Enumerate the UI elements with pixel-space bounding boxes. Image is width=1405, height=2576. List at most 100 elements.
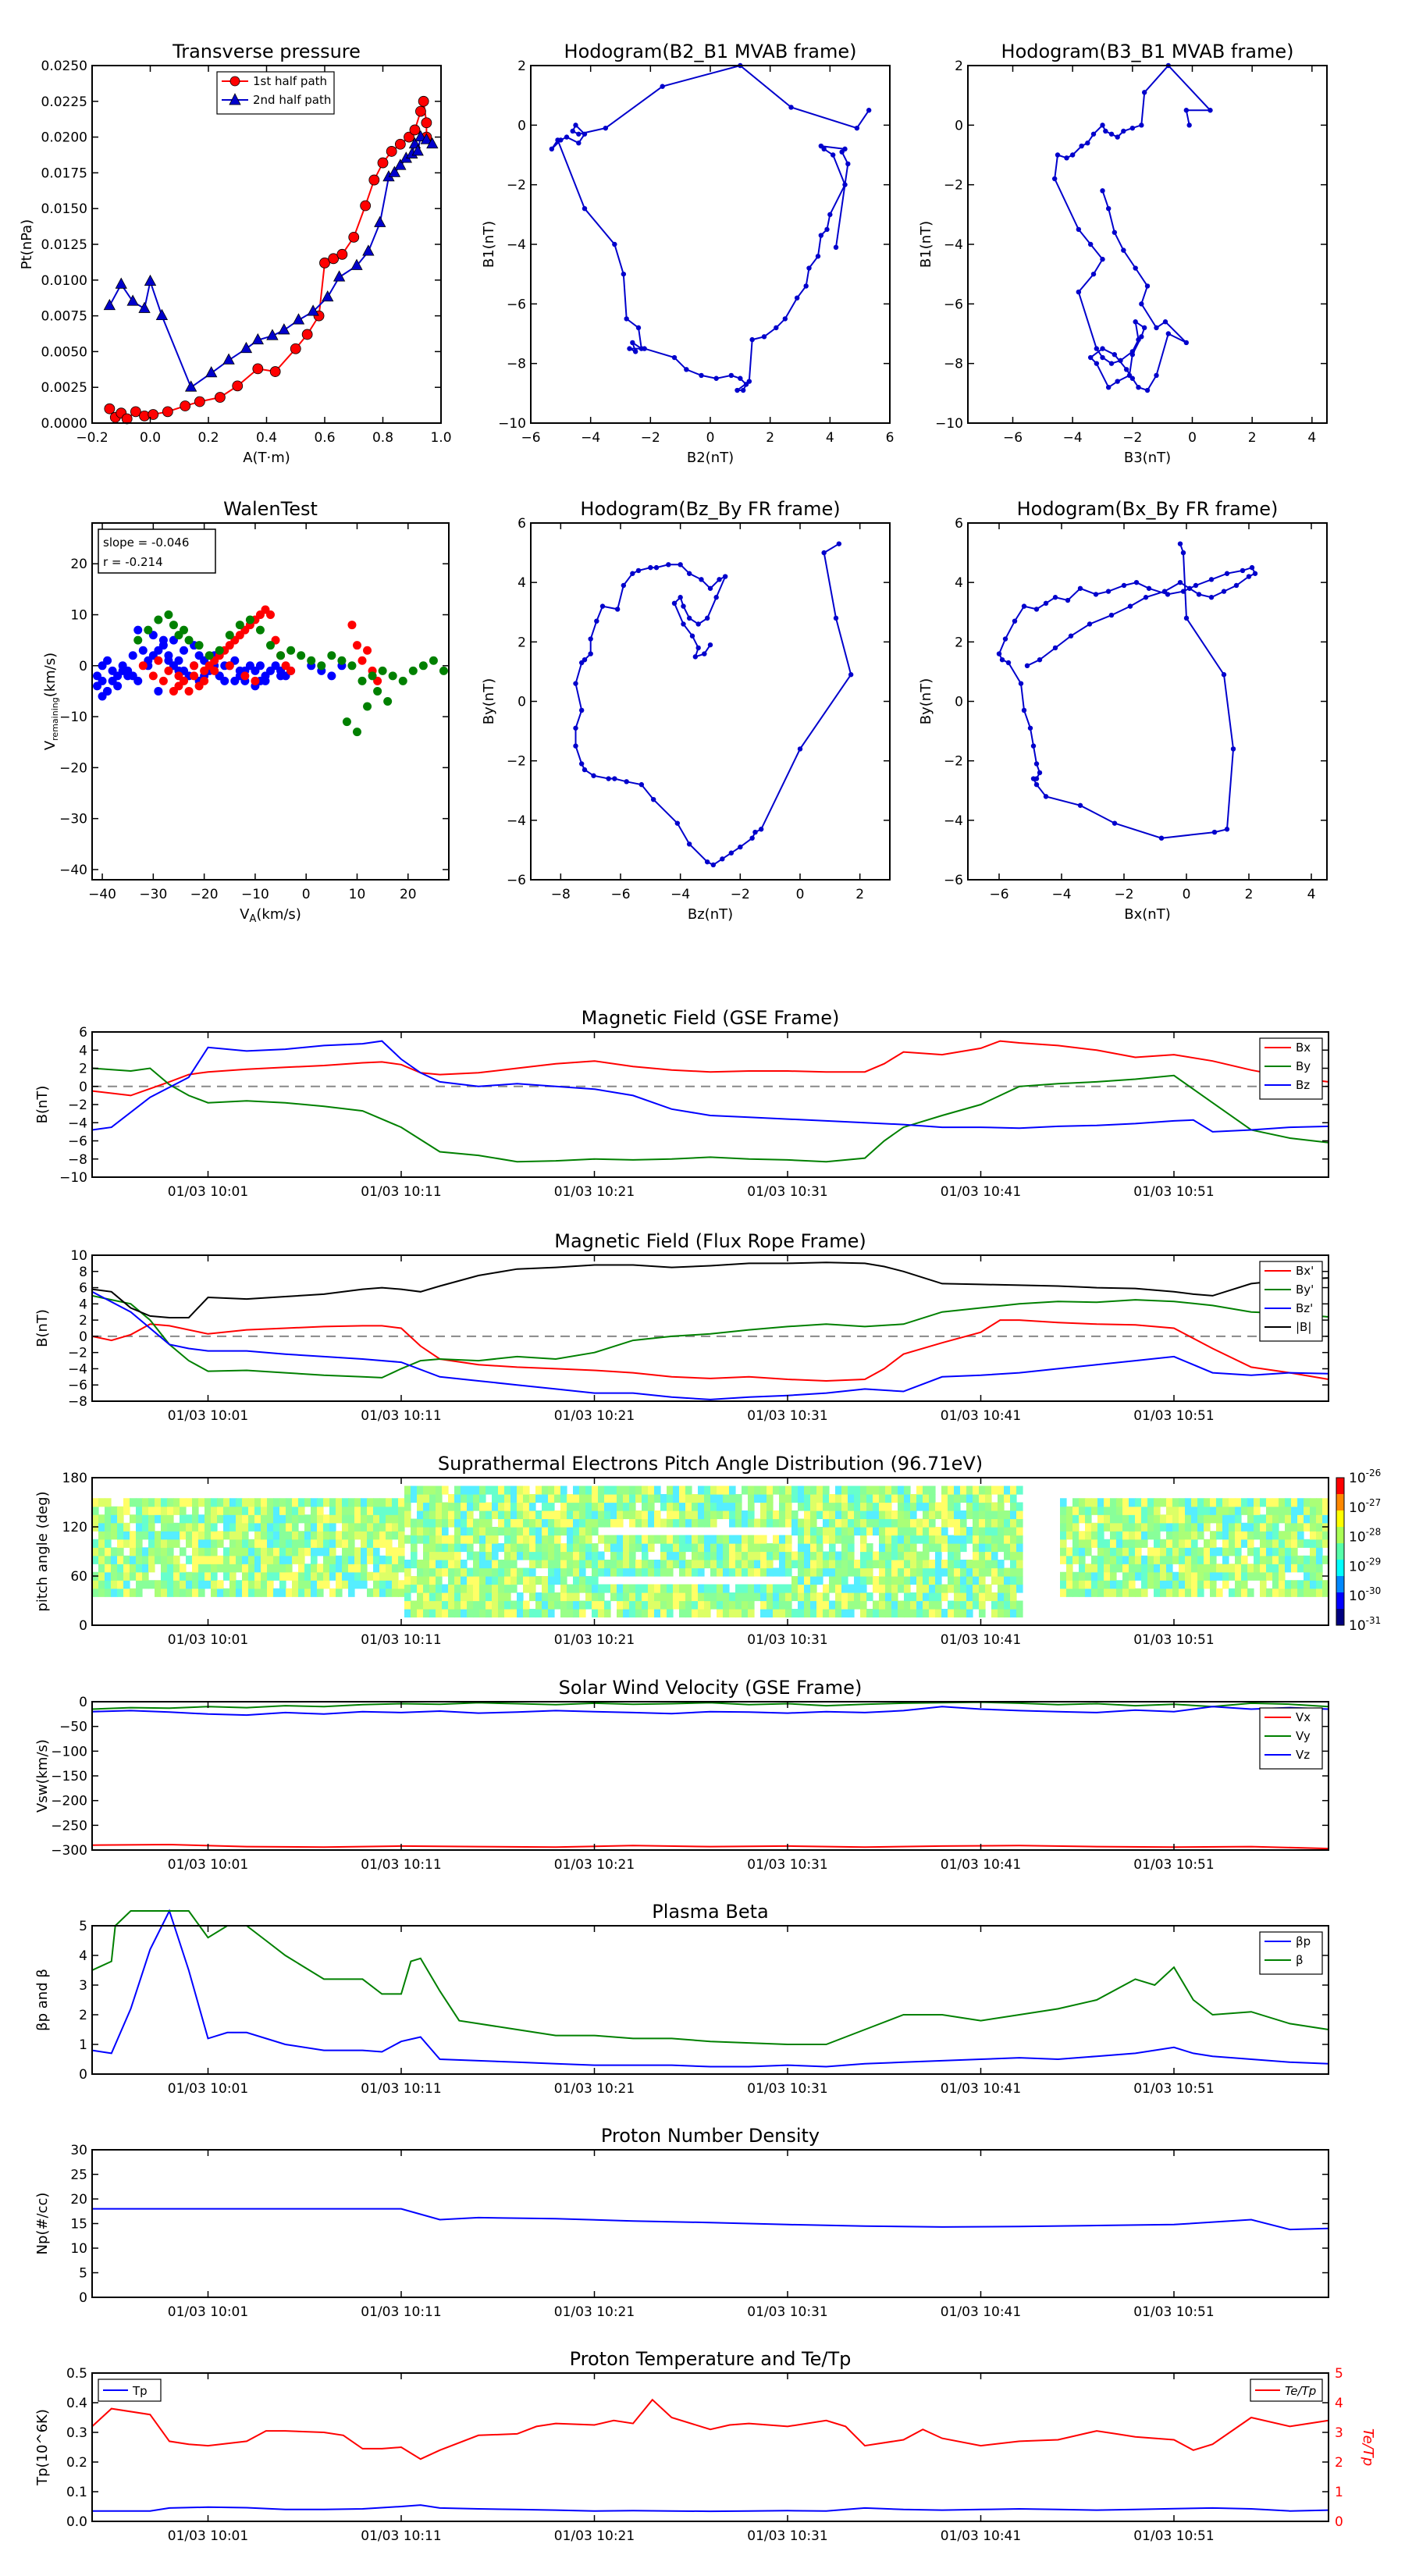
heatmap-cell [816,1535,823,1544]
heatmap-cell [123,1522,130,1532]
heatmap-cell [1266,1564,1273,1573]
heatmap-cell [679,1567,686,1577]
data-point [1090,131,1097,137]
heatmap-cell [848,1567,855,1577]
series-β [91,1910,1329,2045]
heatmap-cell [186,1539,193,1548]
data-point [128,651,137,660]
legend-label: Vz [1296,1748,1310,1762]
heatmap-cell [473,1502,480,1511]
heatmap-cell [535,1510,542,1520]
heatmap-cell [979,1535,986,1544]
heatmap-cell [1204,1506,1211,1515]
heatmap-cell [317,1498,324,1507]
heatmap-cell [1091,1506,1098,1515]
heatmap-cell [960,1609,967,1618]
heatmap-cell [873,1510,880,1520]
heatmap-cell [698,1609,705,1618]
heatmap-cell [535,1535,542,1544]
heatmap-cell [273,1571,280,1581]
heatmap-cell [392,1522,399,1532]
heatmap-cell [304,1588,311,1597]
heatmap-cell [1197,1588,1204,1597]
series-line [91,1040,1329,1133]
heatmap-cell [1304,1588,1311,1597]
y-tick-label: −10 [498,416,526,432]
heatmap-cell [560,1551,567,1560]
heatmap-cell [767,1592,774,1602]
heatmap-cell [754,1567,761,1577]
heatmap-cell [617,1560,624,1569]
series-Bz [91,1040,1329,1133]
heatmap-cell [286,1531,293,1540]
heatmap-cell [236,1539,243,1548]
heatmap-cell [336,1555,343,1564]
heatmap-cell [535,1543,542,1553]
data-point [1037,656,1043,663]
data-point [307,656,316,665]
heatmap-cell [261,1531,268,1540]
heatmap-cell [816,1567,823,1577]
heatmap-cell [560,1600,567,1610]
heatmap-cell [1147,1522,1154,1532]
heatmap-cell [1254,1571,1261,1581]
heatmap-cell [411,1518,418,1528]
heatmap-cell [267,1522,274,1532]
heatmap-cell [785,1502,792,1511]
heatmap-cell [1085,1498,1092,1507]
heatmap-cell [667,1543,674,1553]
y-tick-label: −6 [944,873,963,888]
heatmap-cell [436,1510,443,1520]
heatmap-cell [223,1547,230,1557]
heatmap-cell [454,1510,461,1520]
heatmap-cell [1191,1522,1198,1532]
heatmap-cell [1266,1571,1273,1581]
y-right-tick-label: 5 [1335,2366,1343,2382]
data-point [286,646,296,655]
x-tick-label: 0.2 [197,430,219,446]
heatmap-cell [498,1584,505,1593]
heatmap-cell [529,1543,536,1553]
heatmap-cell [136,1580,143,1589]
data-point [1033,607,1040,612]
x-tick-label: 01/03 10:21 [554,1857,635,1873]
heatmap-cell [660,1592,667,1602]
heatmap-cell [979,1584,986,1593]
heatmap-cell [111,1564,118,1573]
heatmap-cell [329,1555,336,1564]
chart-mag-gse: Magnetic Field (GSE Frame)01/03 10:01 01/… [34,1007,1329,1200]
heatmap-cell [498,1592,505,1602]
heatmap-cell [567,1560,574,1569]
heatmap-cell [161,1588,168,1597]
heatmap-cell [105,1555,112,1564]
heatmap-cell [810,1535,817,1544]
data-point [373,686,382,696]
heatmap-cell [841,1485,848,1495]
heatmap-cell [941,1485,948,1495]
heatmap-cell [767,1494,774,1503]
heatmap-cell [1229,1564,1236,1573]
heatmap-cell [1204,1539,1211,1548]
heatmap-cell [860,1576,867,1585]
heatmap-cell [186,1555,193,1564]
heatmap-cell [311,1506,318,1515]
heatmap-cell [486,1485,493,1495]
heatmap-cell [692,1543,699,1553]
heatmap-cell [1191,1564,1198,1573]
heatmap-cell [123,1564,130,1573]
heatmap-cell [629,1485,636,1495]
x-tick-label: 0.8 [372,430,393,446]
heatmap-cell [423,1510,430,1520]
heatmap-cell [386,1588,393,1597]
heatmap-cell [1272,1588,1279,1597]
x-tick-label: 0 [796,887,805,902]
heatmap-cell [660,1600,667,1610]
data-point [818,233,824,238]
heatmap-cell [442,1527,449,1536]
data-point [398,676,407,685]
heatmap-cell [941,1584,948,1593]
data-point [818,143,824,149]
heatmap-cell [673,1518,680,1528]
heatmap-cell [891,1576,898,1585]
heatmap-cell [742,1609,749,1618]
